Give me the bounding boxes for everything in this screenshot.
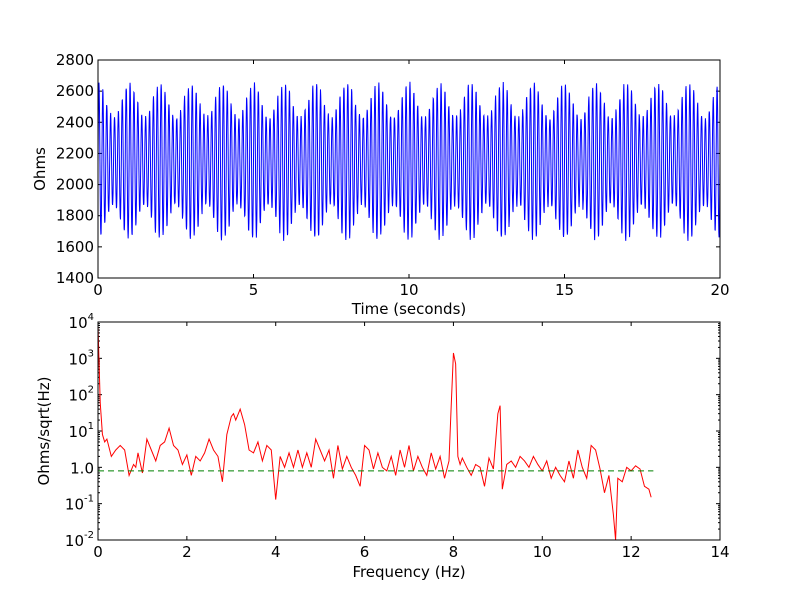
freq-xtick-label: 0 <box>93 543 103 561</box>
spectrum-xlabel: Frequency (Hz) <box>352 563 465 581</box>
psd-ytick-label: 10-1 <box>65 494 94 514</box>
psd-ytick-label: 104 <box>69 312 94 332</box>
time-series-lines <box>97 81 721 241</box>
time-series-plot: 0 5 10 15 20 1400 1600 1800 2000 2200 2400 2600 2800… <box>31 51 730 318</box>
spectrum-plot: 0 2 4 6 8 10 12 14 10-2 10-1 1.0 101 102 103 104 Frequ… <box>35 312 730 581</box>
time-xtick-label: 0 <box>93 281 103 299</box>
freq-xtick-label: 4 <box>271 543 281 561</box>
psd-ytick-label: 1.0 <box>70 459 94 477</box>
ohms-ytick-label: 1600 <box>56 238 94 256</box>
time-xtick-label: 15 <box>555 281 574 299</box>
ohms-ytick-label: 2600 <box>56 82 94 100</box>
time-series-frame <box>97 59 721 279</box>
freq-xtick-label: 10 <box>533 543 552 561</box>
ohms-ytick-label: 2000 <box>56 176 94 194</box>
spectrum-lines <box>98 325 654 540</box>
ohms-ytick-label: 2200 <box>56 144 94 162</box>
freq-xtick-label: 8 <box>449 543 459 561</box>
psd-ytick-label: 103 <box>69 348 94 368</box>
time-xtick-label: 5 <box>249 281 259 299</box>
time-xtick-label: 10 <box>399 281 418 299</box>
time-series-ylabel: Ohms <box>31 147 49 191</box>
spectrum-frame <box>97 321 721 541</box>
resistance-series-line <box>97 81 721 241</box>
psd-ytick-label: 10-2 <box>65 530 94 550</box>
ohms-ytick-label: 1800 <box>56 207 94 225</box>
psd-ytick-label: 101 <box>69 421 94 441</box>
spectrum-ticks: 0 2 4 6 8 10 12 14 10-2 10-1 1.0 101 102 103 104 <box>65 312 730 561</box>
psd-ytick-label: 102 <box>69 385 94 405</box>
time-xtick-label: 20 <box>710 281 729 299</box>
time-series-ticks: 0 5 10 15 20 1400 1600 1800 2000 2200 2400 2600 2800 <box>56 51 730 299</box>
time-series-xlabel: Time (seconds) <box>351 300 467 318</box>
freq-xtick-label: 12 <box>622 543 641 561</box>
spectrum-ylabel: Ohms/sqrt(Hz) <box>35 376 53 485</box>
freq-xtick-label: 6 <box>360 543 370 561</box>
freq-xtick-label: 2 <box>182 543 192 561</box>
ohms-ytick-label: 1400 <box>56 269 94 287</box>
ohms-ytick-label: 2400 <box>56 113 94 131</box>
freq-xtick-label: 14 <box>710 543 729 561</box>
ohms-ytick-label: 2800 <box>56 51 94 69</box>
spectrum-series-line <box>98 325 652 540</box>
